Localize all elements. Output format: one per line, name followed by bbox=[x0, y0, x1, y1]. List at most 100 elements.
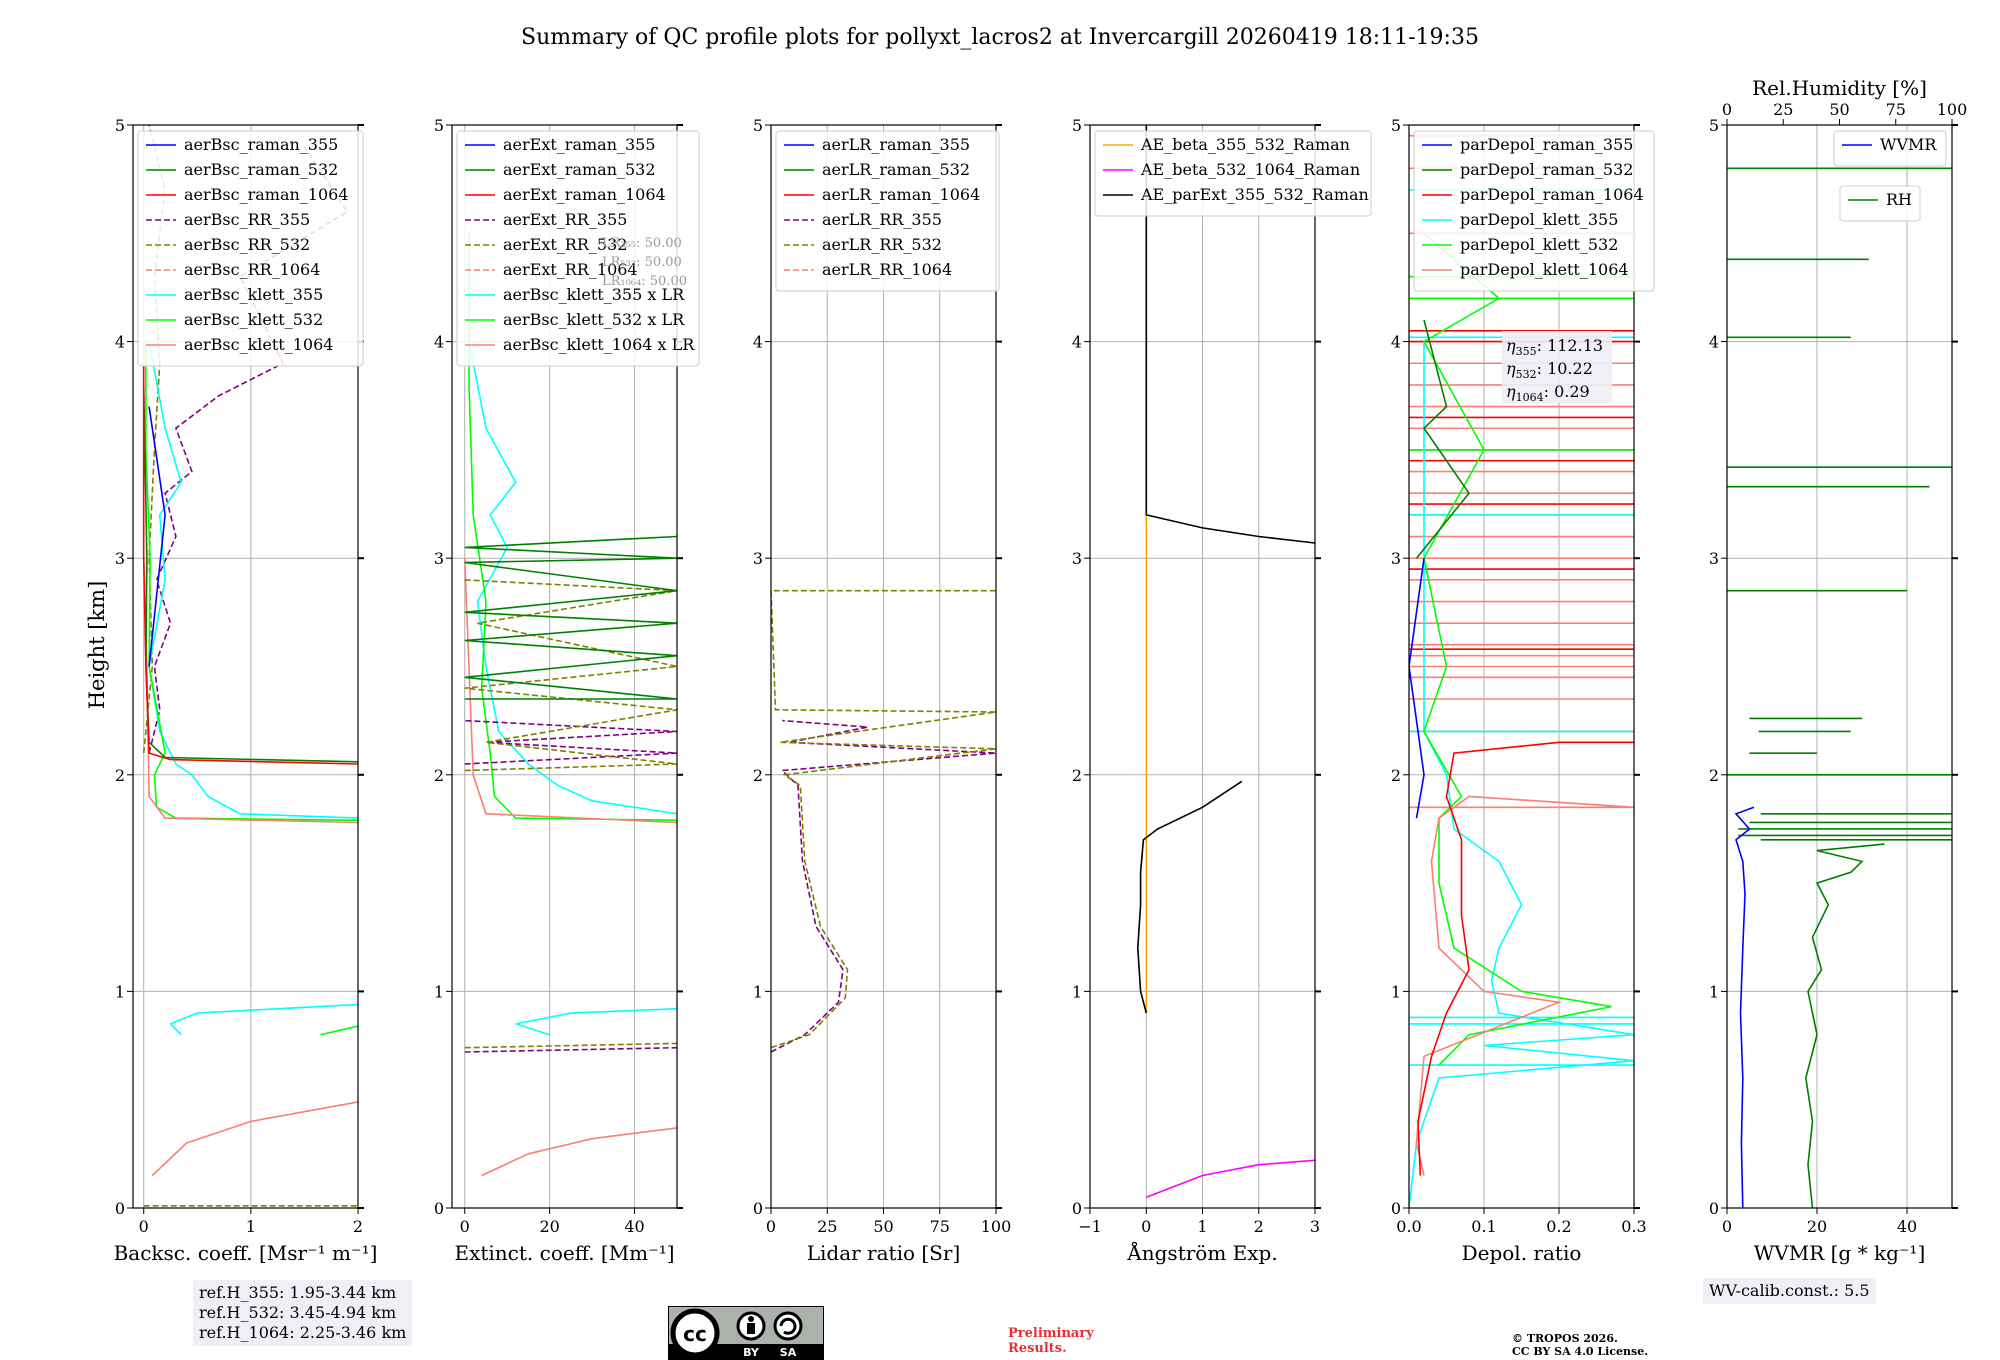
legend-wvmr: WVMR bbox=[1833, 130, 1947, 167]
series-group-ae bbox=[1136, 125, 1315, 1198]
y-tick-label: 0 bbox=[1391, 1199, 1401, 1218]
legend-depol: parDepol_raman_355 parDepol_raman_532 parD… bbox=[1413, 130, 1655, 292]
y-tick-label: 2 bbox=[1391, 766, 1401, 785]
series-aerLR_RR_532 bbox=[771, 589, 996, 1049]
legend-label: aerBsc_raman_355 bbox=[184, 135, 338, 154]
cc-icon-label: cc bbox=[683, 1322, 707, 1346]
series-aerBsc_raman_1064 bbox=[142, 363, 358, 765]
series-aerBsc_raman_355 bbox=[148, 406, 166, 667]
series-aerBsc_klett_532_upper bbox=[145, 341, 358, 822]
eta-annotation: η1064: 0.29 bbox=[1506, 382, 1590, 404]
axes-frame-ext bbox=[451, 124, 678, 1209]
eta-subscript: 355 bbox=[1516, 345, 1537, 358]
y-tick-label: 1 bbox=[1072, 982, 1082, 1001]
legend-box bbox=[456, 130, 700, 367]
grid-ae bbox=[1089, 124, 1316, 1209]
x-tick-label: 0.3 bbox=[1621, 1217, 1646, 1236]
legend-label: AE_parExt_355_532_Raman bbox=[1140, 185, 1369, 204]
y-tick-label: 1 bbox=[115, 982, 125, 1001]
y-tick-label: 3 bbox=[1391, 549, 1401, 568]
legend-label: aerBsc_klett_355 x LR bbox=[503, 285, 685, 304]
y-tick-label: 1 bbox=[1709, 982, 1719, 1001]
x-tick-label: 100 bbox=[981, 1217, 1012, 1236]
legend-label: AE_beta_532_1064_Raman bbox=[1140, 160, 1360, 179]
series-aerBsc_klett_355 x LR bbox=[515, 1007, 677, 1036]
series-aerBsc_klett_532 x LR bbox=[468, 233, 677, 822]
lr-annotation: LR₅₃₂: 50.00 bbox=[602, 255, 682, 270]
series-aerExt_raman_532 bbox=[464, 535, 677, 700]
legend-label: parDepol_raman_1064 bbox=[1460, 185, 1644, 204]
legend-label: WVMR bbox=[1880, 135, 1937, 154]
legend-rh: RH bbox=[1839, 185, 1921, 222]
y-tick-label: 5 bbox=[1072, 116, 1082, 135]
series-aerBsc_klett_355_upper bbox=[148, 341, 358, 819]
legend-label: aerBsc_klett_1064 x LR bbox=[503, 335, 695, 354]
y-tick-label: 0 bbox=[753, 1199, 763, 1218]
legend-label: RH bbox=[1886, 190, 1912, 209]
top-axis-label: Rel.Humidity [%] bbox=[1752, 76, 1927, 100]
legend-label: aerLR_RR_1064 bbox=[822, 260, 952, 279]
preliminary-notice: Preliminary Results. bbox=[1008, 1326, 1094, 1356]
eta-subscript: 532 bbox=[1516, 368, 1537, 381]
legend-label: aerLR_RR_355 bbox=[822, 210, 942, 229]
series-group-ext bbox=[463, 233, 677, 1177]
x-tick-label: 0 bbox=[460, 1217, 470, 1236]
legend-label: aerExt_RR_532 bbox=[503, 235, 627, 254]
lr-annotation: LR₃₅₅: 50.00 bbox=[602, 236, 682, 251]
x-tick-label: 40 bbox=[624, 1217, 644, 1236]
y-tick-label: 5 bbox=[753, 116, 763, 135]
legend-box bbox=[1839, 185, 1921, 222]
legend-label: parDepol_raman_355 bbox=[1460, 135, 1633, 154]
y-tick-label: 0 bbox=[1709, 1199, 1719, 1218]
series-AE_parExt_355_532_Raman_upper bbox=[1146, 514, 1315, 544]
reference-height-box: ref.H_355: 1.95-3.44 km ref.H_532: 3.45-… bbox=[193, 1280, 413, 1346]
legend-label: aerExt_raman_1064 bbox=[503, 185, 666, 204]
top-x-tick-label: 50 bbox=[1829, 100, 1849, 119]
x-axis-label-wv: WVMR [g * kg⁻¹] bbox=[1754, 1241, 1926, 1265]
legend-lr: aerLR_raman_355 aerLR_raman_532 aerLR_rama… bbox=[775, 130, 1000, 292]
x-tick-label: 50 bbox=[873, 1217, 893, 1236]
legend-label: aerBsc_raman_532 bbox=[184, 160, 338, 179]
y-tick-label: 1 bbox=[753, 982, 763, 1001]
axes-frame-bsc bbox=[132, 124, 359, 1209]
x-axis-label-ext: Extinct. coeff. [Mm⁻¹] bbox=[454, 1241, 674, 1265]
series-aerExt_RR_532 bbox=[464, 1042, 677, 1049]
series-RH bbox=[1804, 843, 1885, 1208]
sa-icon bbox=[773, 1311, 803, 1341]
x-tick-label: 1 bbox=[1197, 1217, 1207, 1236]
series-parDepol_klett_355 bbox=[1409, 341, 1634, 1208]
axes-frame-depol bbox=[1408, 124, 1635, 1209]
y-tick-label: 3 bbox=[753, 549, 763, 568]
lr-annotation: LR₁₀₆₄: 50.00 bbox=[602, 274, 687, 289]
series-aerExt_RR_355 bbox=[464, 1046, 677, 1053]
ref-height-355: ref.H_355: 1.95-3.44 km bbox=[199, 1283, 397, 1302]
y-tick-label: 4 bbox=[434, 333, 444, 352]
eta-symbol: η bbox=[1506, 359, 1516, 378]
series-WVMR bbox=[1734, 806, 1755, 1208]
x-tick-label: 0 bbox=[766, 1217, 776, 1236]
x-tick-label: 2 bbox=[1254, 1217, 1264, 1236]
y-tick-label: 3 bbox=[1709, 549, 1719, 568]
y-tick-label: 0 bbox=[115, 1199, 125, 1218]
x-axis-label-ae: Ångström Exp. bbox=[1126, 1240, 1277, 1265]
y-tick-label: 4 bbox=[115, 333, 125, 352]
x-tick-label: 0 bbox=[1722, 1217, 1732, 1236]
x-axis-label-bsc: Backsc. coeff. [Msr⁻¹ m⁻¹] bbox=[114, 1241, 378, 1265]
x-tick-label: 0.2 bbox=[1546, 1217, 1571, 1236]
series-aerBsc_klett_355 x LR upper bbox=[468, 341, 677, 815]
eta-symbol: η bbox=[1506, 336, 1516, 355]
panel-bsc: 0 1 2 0 1 2 3 4 5 Backsc. coeff. [Msr⁻¹ m⁻¹] aerBs… bbox=[114, 116, 378, 1265]
legend-label: aerLR_raman_1064 bbox=[822, 185, 980, 204]
series-aerBsc_klett_1064 x LR upper bbox=[463, 558, 677, 824]
x-tick-label: 2 bbox=[353, 1217, 363, 1236]
y-tick-label: 4 bbox=[1709, 333, 1719, 352]
series-parDepol_raman_1064 bbox=[1417, 741, 1634, 1176]
grid-wv bbox=[1726, 124, 1952, 1209]
y-axis-label: Height [km] bbox=[85, 581, 109, 710]
legend-label: aerBsc_klett_532 bbox=[184, 310, 323, 329]
figure-title: Summary of QC profile plots for pollyxt_… bbox=[521, 25, 1479, 50]
series-AE_beta_532_1064_Raman bbox=[1146, 1159, 1315, 1198]
legend-label: aerExt_RR_355 bbox=[503, 210, 627, 229]
top-x-tick-label: 100 bbox=[1937, 100, 1968, 119]
